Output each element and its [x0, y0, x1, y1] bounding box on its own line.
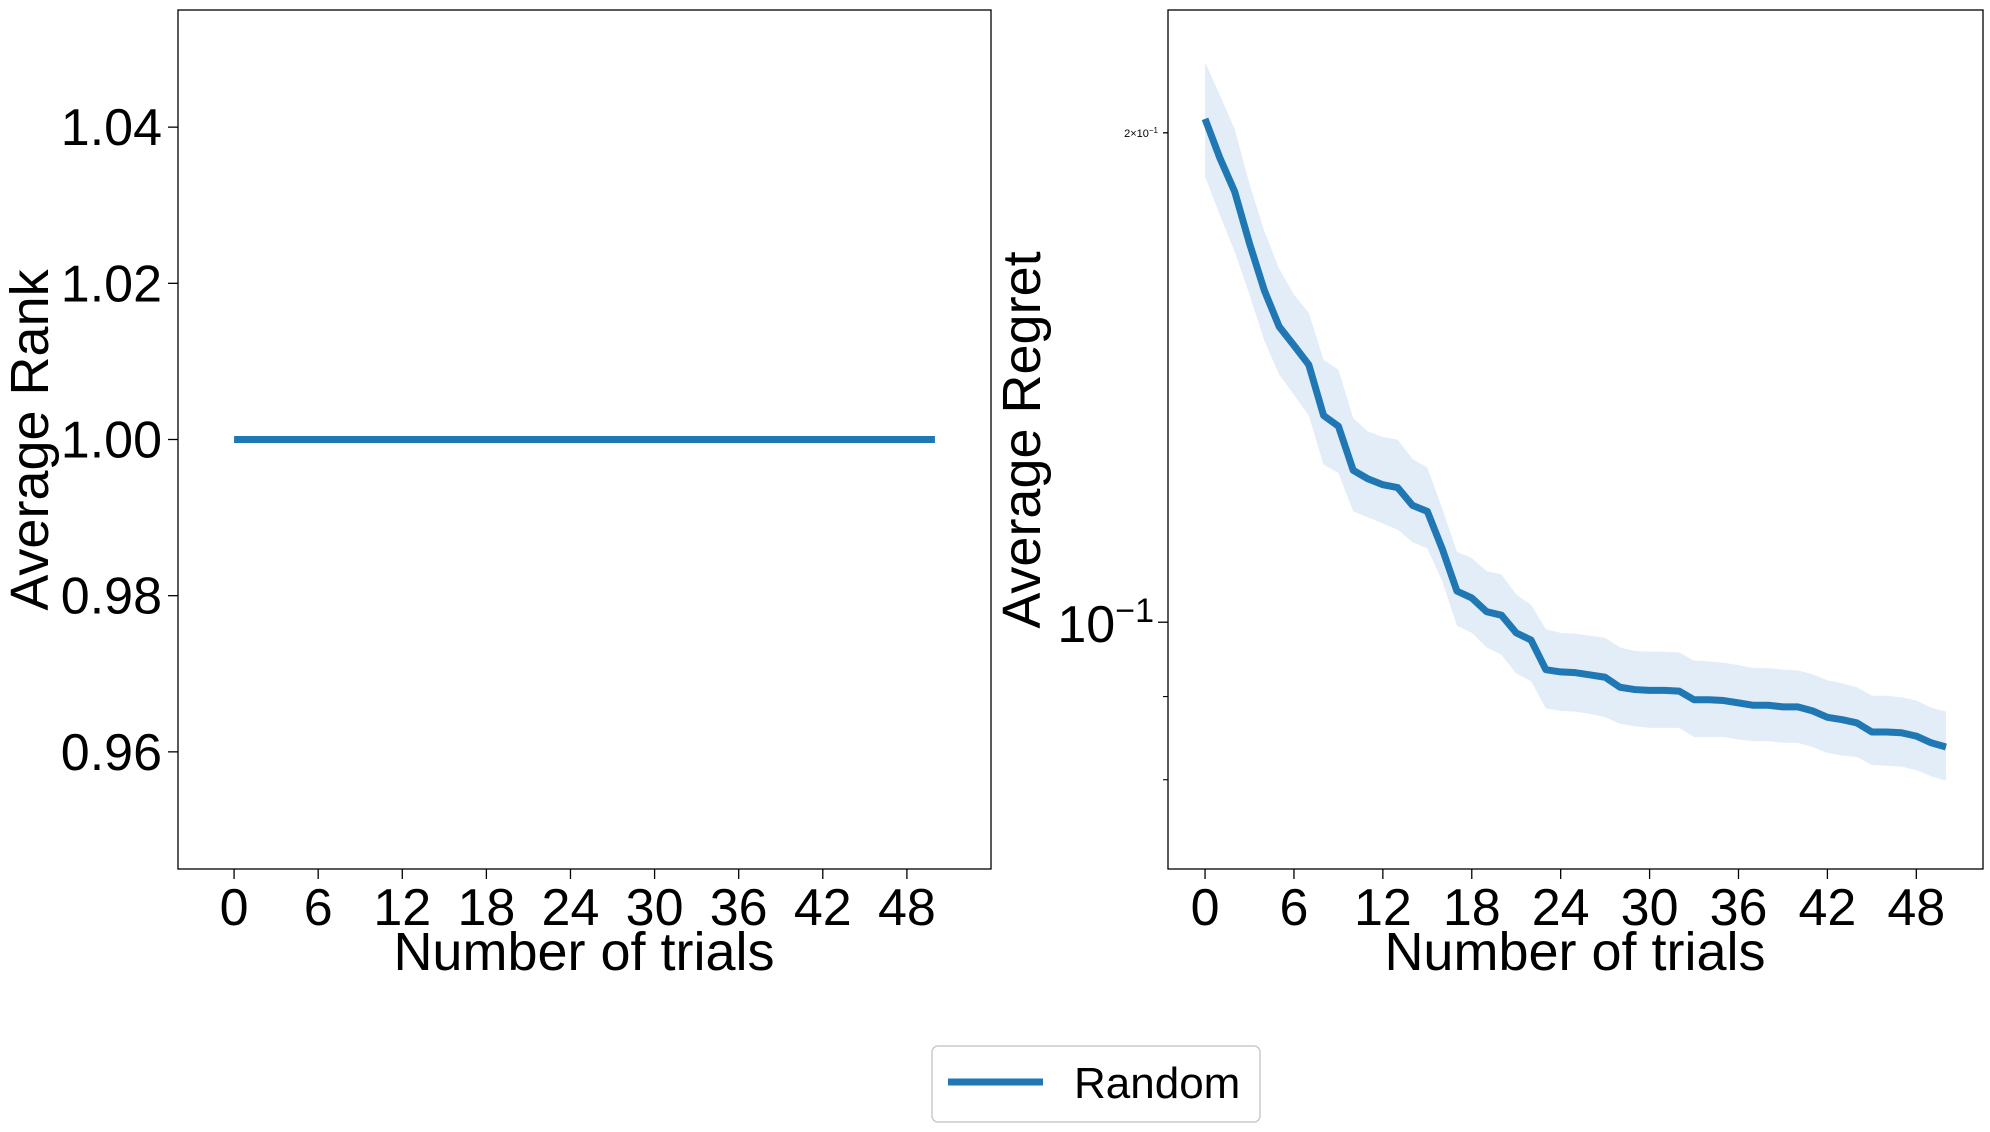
- rank-x-ticks: 0 6 12 18 24 30 36 42 48: [220, 869, 936, 937]
- regret-x-tick-label: 48: [1887, 879, 1945, 937]
- rank-y-tick-label: 0.98: [61, 568, 162, 626]
- rank-y-tick-label: 1.02: [61, 255, 162, 313]
- rank-y-ticks: 0.96 0.98 1.00 1.02 1.04: [61, 99, 178, 782]
- legend: Random: [931, 1045, 1261, 1123]
- regret-x-ticks: 0 6 12 18 24 30 36 42 48: [1191, 869, 1945, 937]
- rank-x-tick-label: 6: [304, 879, 333, 937]
- rank-y-tick-label: 1.04: [61, 99, 162, 157]
- regret-x-tick-label: 12: [1354, 879, 1412, 937]
- regret-x-tick-label: 42: [1798, 879, 1856, 937]
- regret-x-tick-label: 30: [1621, 879, 1679, 937]
- regret-x-tick-label: 24: [1532, 879, 1590, 937]
- rank-x-tick-label: 24: [542, 879, 600, 937]
- regret-y-ticks: 10−1 2×10−1: [1057, 126, 1168, 781]
- rank-x-tick-label: 48: [878, 879, 936, 937]
- confidence-band-random: [1205, 62, 1946, 781]
- rank-x-tick-label: 18: [457, 879, 515, 937]
- regret-y-tick-label: 10−1: [1057, 592, 1154, 654]
- rank-x-tick-label: 12: [373, 879, 431, 937]
- rank-x-tick-label: 36: [710, 879, 768, 937]
- regret-plot-frame: [1167, 9, 1984, 870]
- rank-x-tick-label: 0: [220, 879, 249, 937]
- average-rank-chart: 0 6 12 18 24 30 36 42 48 0.96 0.98 1.00 1.02 1.04 Nu…: [0, 9, 992, 982]
- average-regret-chart: 0 6 12 18 24 30 36 42 48 10−1 2×10−1 Number of tr…: [992, 9, 1984, 982]
- regret-y-axis-label: Average Regret: [992, 251, 1052, 628]
- regret-x-tick-label: 36: [1710, 879, 1768, 937]
- regret-marks: [1201, 62, 1947, 781]
- series-line-random: [1201, 117, 1947, 751]
- regret-x-tick-label: 0: [1191, 879, 1220, 937]
- rank-x-axis-label: Number of trials: [393, 922, 774, 982]
- legend-label-random: Random: [1074, 1059, 1240, 1108]
- regret-y-tick-label: 2×10−1: [1124, 126, 1158, 140]
- rank-x-tick-label: 42: [794, 879, 852, 937]
- rank-x-tick-label: 30: [626, 879, 684, 937]
- regret-x-tick-label: 6: [1279, 879, 1308, 937]
- rank-y-tick-label: 0.96: [61, 724, 162, 782]
- regret-x-tick-label: 18: [1443, 879, 1501, 937]
- regret-x-axis-label: Number of trials: [1384, 922, 1765, 982]
- rank-y-tick-label: 1.00: [61, 412, 162, 470]
- rank-y-axis-label: Average Rank: [0, 268, 60, 610]
- legend-box: [931, 1045, 1261, 1123]
